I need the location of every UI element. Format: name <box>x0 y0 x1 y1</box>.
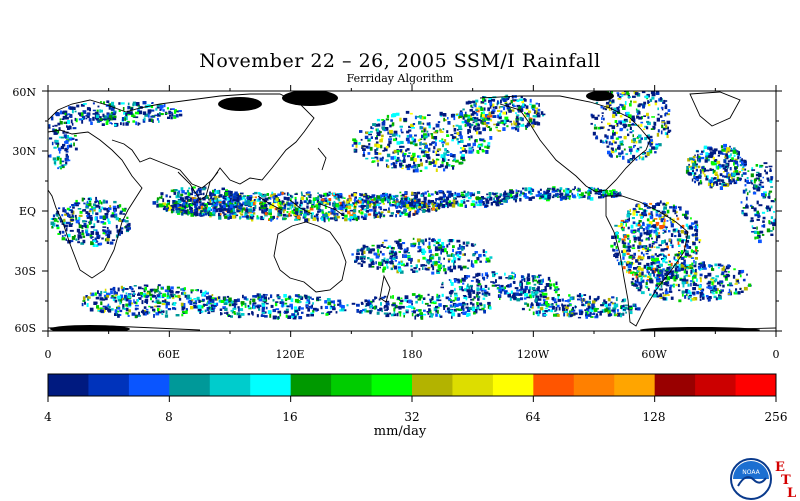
colorbar <box>48 374 777 402</box>
colorbar-swatch <box>291 374 332 396</box>
lat-label-eq: EQ <box>2 205 36 218</box>
colorbar-swatch <box>493 374 534 396</box>
lon-label-60e: 60E <box>149 348 189 361</box>
colorbar-swatch <box>452 374 493 396</box>
colorbar-swatch <box>372 374 413 396</box>
colorbar-swatch <box>331 374 372 396</box>
colorbar-tick-4: 4 <box>28 410 68 424</box>
lon-label-0-end: 0 <box>756 348 796 361</box>
colorbar-tick-16: 16 <box>270 410 310 424</box>
colorbar-swatch <box>412 374 453 396</box>
colorbar-swatch <box>574 374 615 396</box>
colorbar-swatch <box>655 374 696 396</box>
lon-label-60w: 60W <box>634 348 674 361</box>
noaa-logo-text: NOAA <box>742 469 760 476</box>
lat-label-30n: 30N <box>2 145 36 158</box>
lon-label-120e: 120E <box>270 348 310 361</box>
colorbar-swatch <box>695 374 736 396</box>
lat-label-60n: 60N <box>2 86 36 99</box>
colorbar-swatch <box>533 374 574 396</box>
logo-letter-l: L <box>787 486 796 501</box>
colorbar-swatch <box>48 374 89 396</box>
colorbar-swatch <box>88 374 129 396</box>
colorbar-tick-128: 128 <box>634 410 674 424</box>
colorbar-tick-8: 8 <box>149 410 189 424</box>
colorbar-tick-32: 32 <box>392 410 432 424</box>
lon-label-120w: 120W <box>513 348 553 361</box>
colorbar-swatch <box>129 374 170 396</box>
colorbar-swatch <box>614 374 655 396</box>
noaa-logo: NOAA <box>730 458 772 500</box>
lat-label-60s: 60S <box>2 322 36 335</box>
colorbar-swatch <box>169 374 210 396</box>
lon-label-0: 0 <box>28 348 68 361</box>
lon-label-180: 180 <box>392 348 432 361</box>
colorbar-tick-256: 256 <box>756 410 796 424</box>
colorbar-swatch <box>736 374 777 396</box>
colorbar-swatch <box>210 374 251 396</box>
colorbar-swatch <box>250 374 291 396</box>
lat-label-30s: 30S <box>2 265 36 278</box>
colorbar-unit: mm/day <box>0 424 800 439</box>
colorbar-tick-64: 64 <box>513 410 553 424</box>
